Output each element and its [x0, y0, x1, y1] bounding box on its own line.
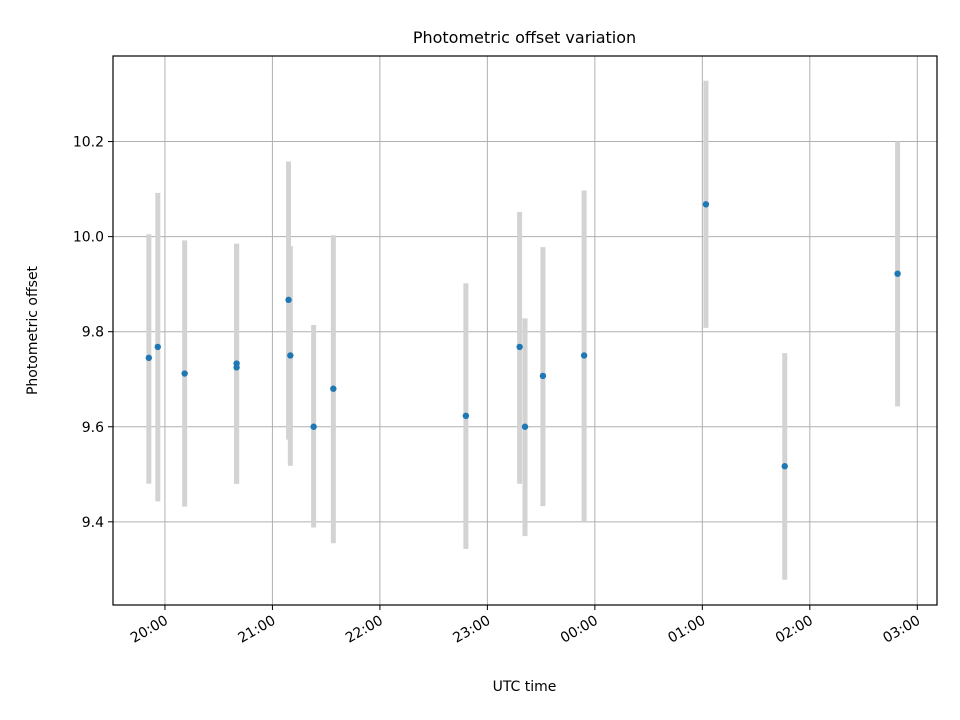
x-tick-label: 01:00 [665, 613, 708, 647]
data-point [154, 343, 161, 351]
data-point [894, 270, 901, 277]
data-point [233, 360, 240, 367]
y-axis: 9.4 9.6 9.8 10.0 10.2 [73, 135, 113, 531]
plot-frame [112, 55, 938, 606]
grid-layer [113, 56, 937, 605]
data-point [702, 201, 710, 208]
data-point [145, 354, 153, 362]
y-tick-label: 9.6 [82, 420, 104, 436]
x-tick-label: 20:00 [128, 613, 171, 647]
data-point [580, 352, 588, 359]
x-tick-label: 00:00 [558, 613, 601, 647]
y-tick-label: 9.4 [82, 515, 104, 531]
data-point [310, 423, 317, 430]
data-point [181, 370, 188, 377]
series-layer [145, 80, 901, 580]
x-tick-label: 03:00 [880, 613, 923, 647]
data-point [330, 385, 337, 392]
x-axis-label: UTC time [493, 679, 557, 695]
data-point [287, 352, 294, 359]
data-point [516, 343, 523, 351]
data-point [521, 423, 529, 430]
data-point [462, 412, 470, 420]
y-tick-label: 10.0 [73, 230, 104, 246]
chart-title: Photometric offset variation [413, 28, 636, 47]
x-tick-label: 23:00 [450, 613, 493, 647]
y-axis-label: Photometric offset [25, 265, 41, 395]
x-tick-label: 02:00 [773, 613, 816, 647]
data-point [285, 296, 292, 304]
y-tick-label: 10.2 [73, 135, 104, 151]
data-point [781, 463, 788, 470]
x-axis: 20:00 21:00 22:00 23:00 00:00 01:00 02:00 03:00 [128, 605, 923, 647]
x-tick-label: 21:00 [235, 613, 278, 647]
x-tick-label: 22:00 [343, 613, 386, 647]
y-tick-label: 9.8 [82, 325, 104, 341]
data-point [539, 372, 547, 380]
